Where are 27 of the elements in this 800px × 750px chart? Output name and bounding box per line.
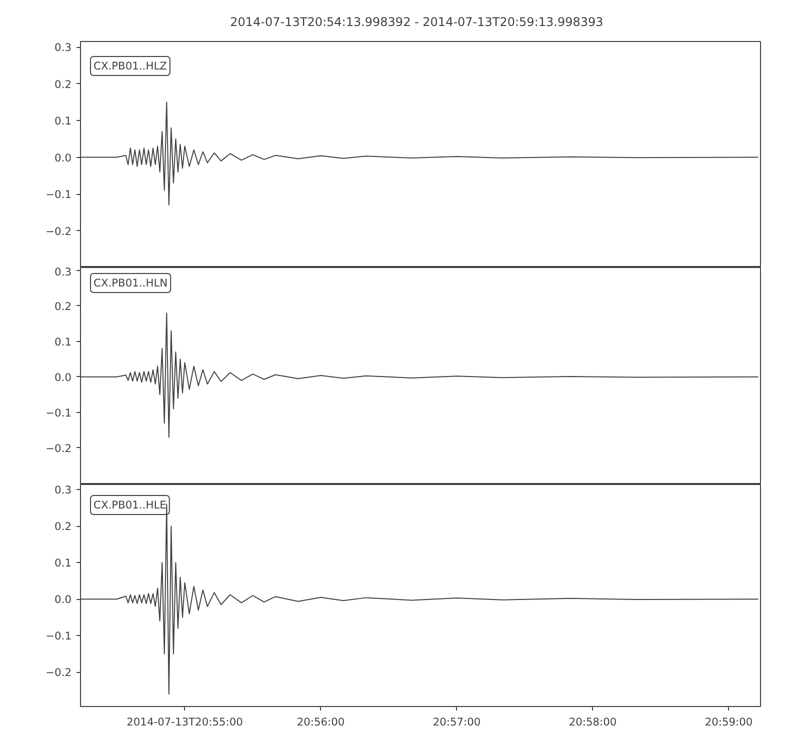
x-tick-label: 20:57:00 xyxy=(432,716,481,728)
y-tick-label: 0.3 xyxy=(54,266,72,278)
y-tick-label: 0.3 xyxy=(54,484,72,497)
y-tick-label: 0.0 xyxy=(54,370,72,384)
y-tick-label: 0.2 xyxy=(54,520,72,534)
y-tick-label: 0.0 xyxy=(54,151,72,164)
x-tick-label: 20:56:00 xyxy=(296,716,345,728)
y-tick-label: 0.3 xyxy=(54,41,72,54)
y-tick-label: 0.1 xyxy=(54,335,72,348)
x-tick-label: 20:58:00 xyxy=(568,716,617,728)
annotation: CX.PB01..HLN xyxy=(94,276,168,290)
y-tick-label: −0.1 xyxy=(46,188,72,202)
y-tick-label: −0.2 xyxy=(46,666,72,680)
y-tick-label: 0.0 xyxy=(54,593,72,606)
y-tick-label: 0.2 xyxy=(54,300,72,313)
x-tick-label: 2014-07-13T20:55:00 xyxy=(126,716,244,728)
y-tick-label: 0.1 xyxy=(54,114,72,128)
annotation: CX.PB01..HLZ xyxy=(94,60,167,72)
y-tick-label: −0.1 xyxy=(46,630,72,643)
annotation: CX.PB01..HLE xyxy=(94,498,167,512)
y-tick-label: −0.1 xyxy=(46,406,72,420)
y-tick-label: 0.1 xyxy=(54,556,72,570)
x-tick-label: 20:59:00 xyxy=(704,716,753,728)
chart-title: 2014-07-13T20:54:13.998392 - 2014-07-13T20:59:13.998393 xyxy=(230,15,604,29)
y-tick-label: −0.2 xyxy=(46,442,72,455)
y-tick-label: 0.2 xyxy=(54,78,72,91)
y-tick-label: −0.2 xyxy=(46,224,72,238)
